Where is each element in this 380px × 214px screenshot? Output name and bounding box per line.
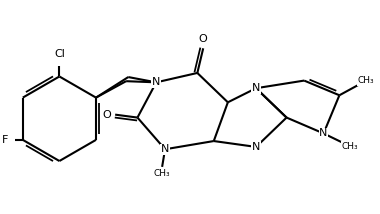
Text: CH₃: CH₃ [358,76,374,85]
Text: O: O [102,110,111,120]
Text: N: N [152,77,160,87]
Text: O: O [199,34,207,45]
Text: CH₃: CH₃ [342,142,358,151]
Text: N: N [319,128,328,138]
Text: CH₃: CH₃ [154,169,171,178]
Text: F: F [2,135,8,145]
Text: N: N [161,144,169,154]
Text: N: N [252,142,260,152]
Text: N: N [252,83,260,93]
Text: Cl: Cl [54,49,65,59]
